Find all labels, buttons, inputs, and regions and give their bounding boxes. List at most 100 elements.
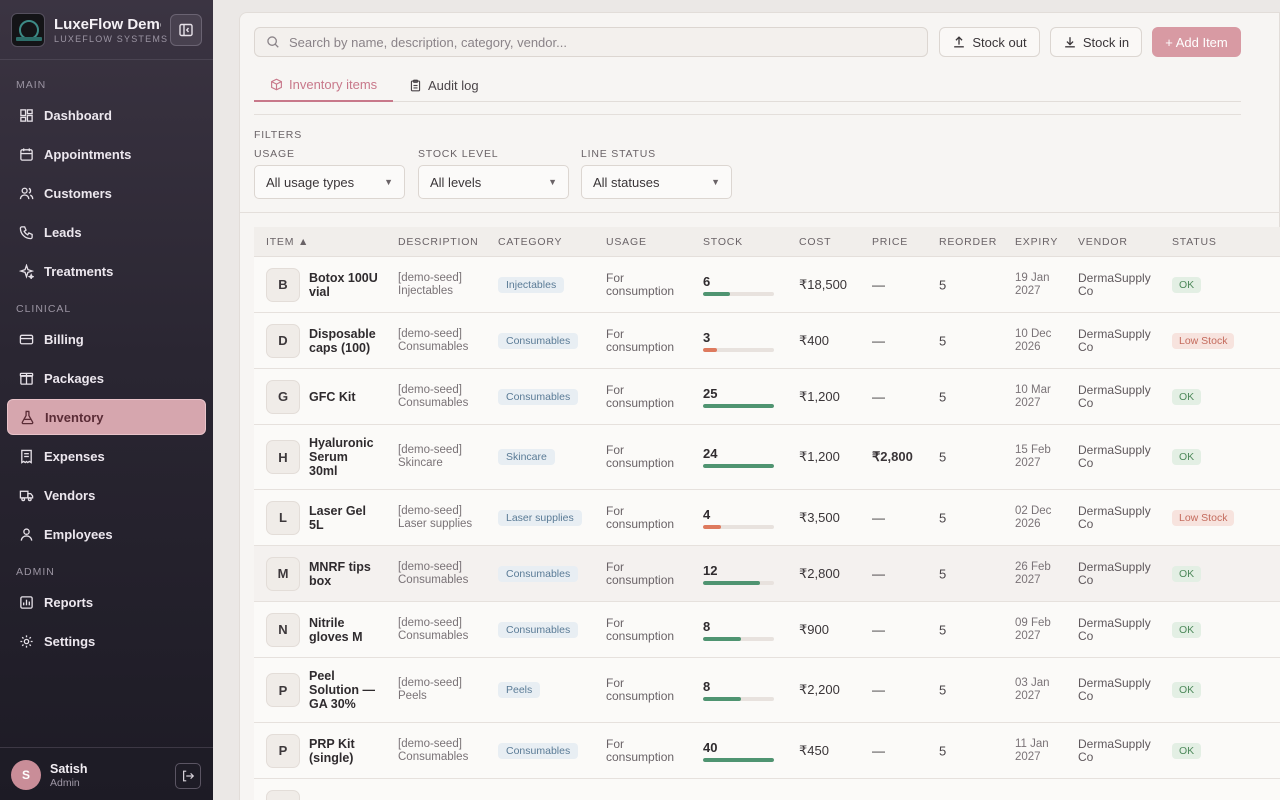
table-row[interactable]: D Disposable caps (100) [demo-seed] Consum… [254,313,1280,369]
sidebar-item-inventory[interactable]: Inventory [7,399,206,435]
item-price: — [872,277,885,292]
truck-icon [18,487,35,504]
item-name[interactable]: MNRF tips box [309,559,371,588]
sidebar-item-vendors[interactable]: Vendors [7,477,206,513]
calendar-icon [18,146,35,163]
table-row[interactable]: SShampoo[demo-seed]17 NovDermaSupply [254,779,1280,800]
column-header-item[interactable]: ITEM ▲ [266,236,310,248]
search-box[interactable] [254,27,928,57]
item-name[interactable]: Hyaluronic Serum 30ml [309,436,374,478]
sidebar-item-reports[interactable]: Reports [7,584,206,620]
clipboard-icon [409,79,422,92]
item-name[interactable]: Laser Gel 5L [309,503,366,532]
section-label-main: MAIN [16,79,47,91]
stock-level-filter-label: STOCK LEVEL [418,148,499,160]
status-badge: Low Stock [1172,332,1235,349]
column-header-category[interactable]: CATEGORY [498,236,563,248]
brand[interactable]: LuxeFlow Demo LUXEFLOW SYSTEMS [11,13,203,47]
column-header-reorder[interactable]: REORDER [939,236,998,248]
stock-out-button[interactable]: Stock out [939,27,1040,57]
sidebar-item-appointments[interactable]: Appointments [7,136,206,172]
sidebar-item-expenses[interactable]: Expenses [7,438,206,474]
stock-level-select[interactable]: All levels ▼ [418,165,569,199]
item-name[interactable]: Nitrile gloves M [309,615,363,644]
item-usage: For consumption [606,559,675,587]
divider [240,212,1280,213]
column-header-vendor[interactable]: VENDOR [1078,236,1128,248]
sidebar-item-leads[interactable]: Leads [7,214,206,250]
item-usage: For consumption [606,382,675,410]
item-usage: For consumption [606,736,675,764]
item-name[interactable]: Botox 100U vial [309,270,378,299]
column-header-description[interactable]: DESCRIPTION [398,236,479,248]
stock-bar-fill [703,580,760,585]
item-name[interactable]: PRP Kit (single) [309,736,355,765]
column-header-price[interactable]: PRICE [872,236,909,248]
sidebar-item-billing[interactable]: Billing [7,321,206,357]
sidebar-item-settings[interactable]: Settings [7,623,206,659]
table-row[interactable]: N Nitrile gloves M [demo-seed] Consumables… [254,602,1280,658]
sparkle-icon [18,263,35,280]
item-name[interactable]: GFC Kit [309,389,356,404]
usage-filter-label: USAGE [254,148,295,160]
column-header-cost[interactable]: COST [799,236,832,248]
sidebar-item-label: Billing [44,331,84,347]
column-header-expiry[interactable]: EXPIRY [1015,236,1059,248]
brand-title: LuxeFlow Demo [54,16,161,33]
table-row[interactable]: H Hyaluronic Serum 30ml [demo-seed] Skinca… [254,425,1280,490]
line-status-select[interactable]: All statuses ▼ [581,165,732,199]
stock-bar-track [703,697,774,701]
category-badge: Consumables [498,332,579,349]
stock-level-filter: STOCK LEVEL All levels ▼ [418,148,569,199]
item-usage: For consumption [606,326,675,354]
column-header-stock[interactable]: STOCK [703,236,743,248]
tab-audit-log[interactable]: Audit log [393,69,495,102]
table-row[interactable]: P Peel Solution — GA 30% [demo-seed] Peels… [254,658,1280,723]
item-vendor: DermaSupply Co [1078,443,1151,470]
table-row[interactable]: G GFC Kit [demo-seed] Consumables Consumabl… [254,369,1280,425]
item-initial-badge: L [266,500,300,535]
item-reorder-level: 5 [939,566,947,581]
status-badge: OK [1172,565,1202,582]
item-expiry: 11 Jan 2027 [1015,737,1049,763]
item-description: [demo-seed] Consumables [398,560,469,586]
filters-heading: FILTERS [254,129,302,141]
item-name[interactable]: Peel Solution — GA 30% [309,669,375,711]
item-usage: For consumption [606,503,675,531]
column-header-usage[interactable]: USAGE [606,236,647,248]
box-icon [270,78,283,91]
sidebar-item-dashboard[interactable]: Dashboard [7,97,206,133]
stock-in-button[interactable]: Stock in [1050,27,1142,57]
item-reorder-level: 5 [939,449,947,465]
column-header-status[interactable]: STATUS [1172,236,1217,248]
table-row[interactable]: B Botox 100U vial [demo-seed] Injectables I… [254,257,1280,313]
add-item-button[interactable]: + Add Item [1152,27,1241,57]
collapse-sidebar-button[interactable] [170,14,202,46]
usage-select[interactable]: All usage types ▼ [254,165,405,199]
search-input[interactable] [289,34,889,50]
inventory-panel: Stock out Stock in + Add Item Inventory … [239,12,1280,800]
sidebar: LuxeFlow Demo LUXEFLOW SYSTEMS MAIN Dash… [0,0,213,800]
usage-select-value: All usage types [266,174,355,190]
item-reorder-level: 5 [939,277,947,292]
logout-button[interactable] [175,763,201,789]
sidebar-item-label: Vendors [44,487,96,503]
avatar[interactable]: S [11,760,41,790]
item-cost: ₹2,800 [799,565,840,581]
stock-bar-track [703,580,774,585]
item-name[interactable]: Disposable caps (100) [309,326,376,355]
table-row[interactable]: L Laser Gel 5L [demo-seed] Laser supplies L… [254,490,1280,546]
item-cost: ₹2,200 [799,682,840,697]
sidebar-item-employees[interactable]: Employees [7,516,206,552]
sidebar-item-treatments[interactable]: Treatments [7,253,206,289]
item-cost: ₹3,500 [799,509,840,525]
sidebar-item-customers[interactable]: Customers [7,175,206,211]
table-row[interactable]: M MNRF tips box [demo-seed] Consumables Con… [254,546,1280,602]
sidebar-item-label: Leads [44,224,82,240]
status-badge: OK [1172,621,1202,638]
table-row[interactable]: P PRP Kit (single) [demo-seed] Consumables… [254,723,1280,779]
category-badge: Consumables [498,565,579,582]
sidebar-item-packages[interactable]: Packages [7,360,206,396]
stock-value: 6 [703,273,711,289]
tab-inventory-items[interactable]: Inventory items [254,69,394,102]
